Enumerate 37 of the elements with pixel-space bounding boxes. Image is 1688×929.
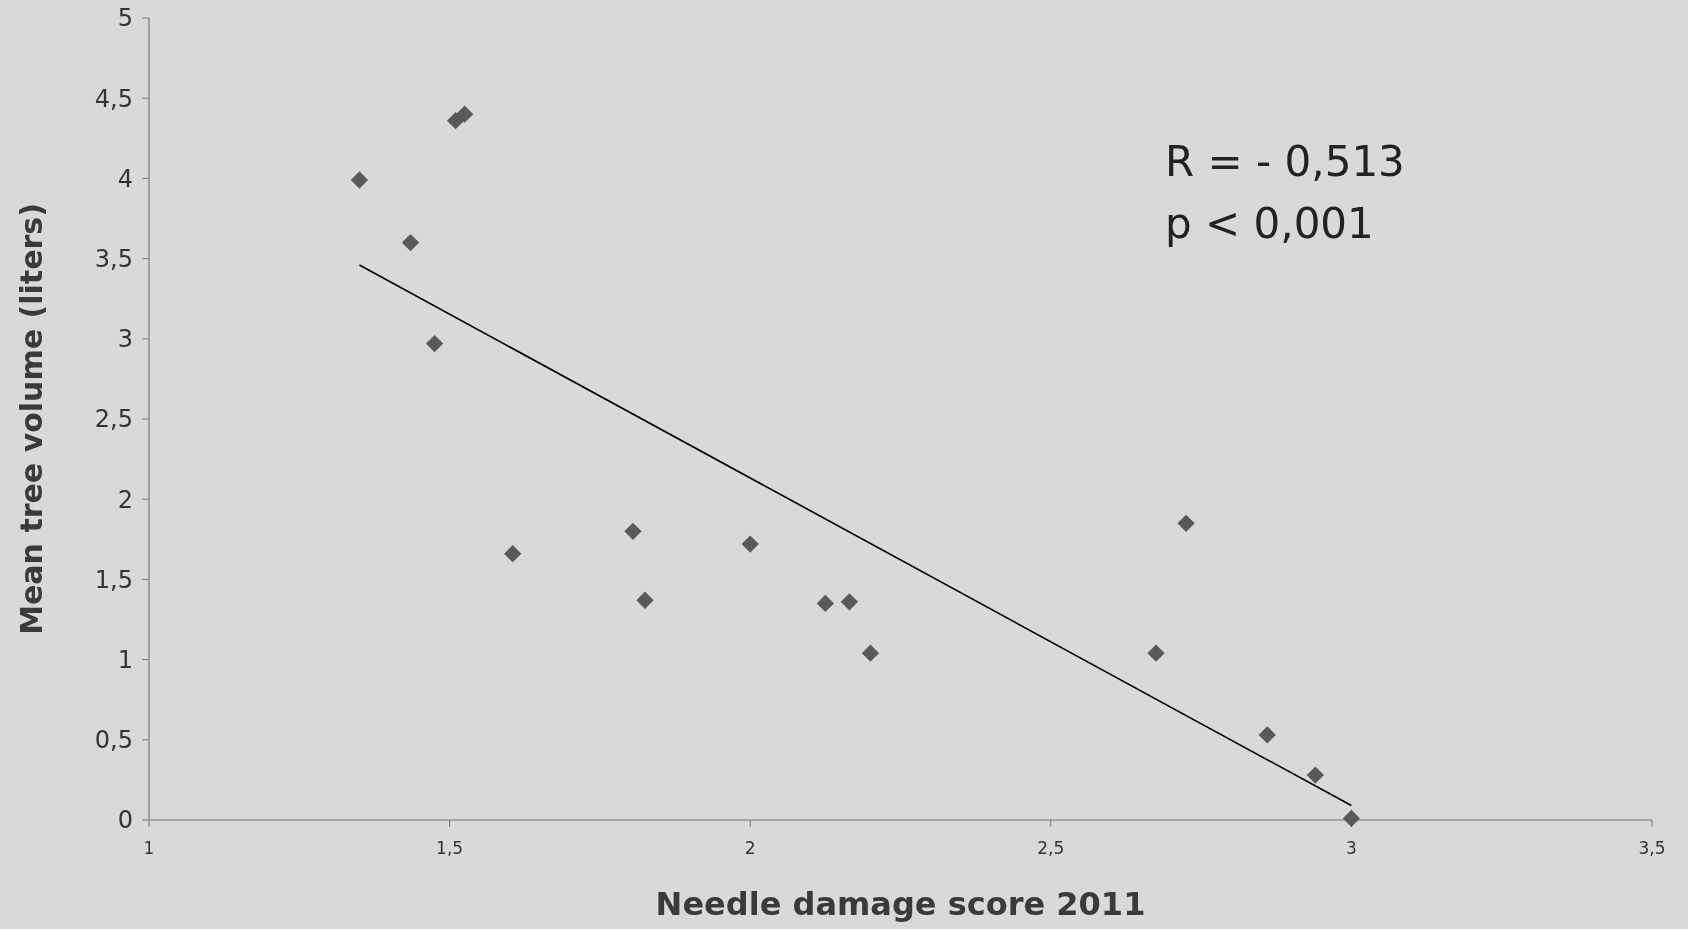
annotation: R = - 0,513 — [1165, 137, 1405, 186]
point — [1147, 644, 1165, 662]
x-tick-label: 2,5 — [1037, 838, 1065, 858]
point — [504, 545, 522, 563]
point — [840, 593, 859, 611]
y-tick-label: 4,5 — [94, 84, 133, 113]
y-tick-label: 0 — [117, 806, 133, 835]
y-tick-label: 2,5 — [94, 405, 133, 434]
y-axis-title: Mean tree volume (liters) — [14, 203, 49, 635]
point — [741, 535, 759, 553]
x-tick-label: 3,5 — [1638, 838, 1666, 858]
point — [1177, 514, 1195, 532]
y-tick-label: 0,5 — [94, 726, 133, 755]
point — [456, 105, 474, 123]
y-tick-label: 4 — [117, 164, 133, 193]
point — [1342, 809, 1361, 828]
point — [350, 171, 369, 189]
x-tick-label: 2 — [744, 838, 756, 858]
x-axis-title: Needle damage score 2011 — [655, 885, 1146, 923]
y-tick-label: 3 — [117, 325, 133, 354]
point — [425, 334, 444, 353]
point — [1258, 726, 1276, 744]
y-tick-label: 3,5 — [94, 245, 133, 273]
point — [861, 644, 880, 662]
x-tick-label: 1 — [143, 838, 155, 858]
y-tick-label: 1,5 — [94, 565, 133, 594]
y-tick-label: 2 — [117, 485, 133, 514]
point — [636, 591, 654, 609]
annotation: p < 0,001 — [1165, 199, 1374, 248]
point — [624, 522, 642, 540]
x-tick-label: 3 — [1345, 838, 1357, 858]
x-tick-label: 1,5 — [436, 838, 464, 858]
y-tick-label: 5 — [117, 4, 133, 33]
point — [401, 233, 420, 252]
point — [1306, 766, 1324, 784]
y-tick-label: 1 — [117, 646, 133, 674]
point — [816, 594, 834, 613]
